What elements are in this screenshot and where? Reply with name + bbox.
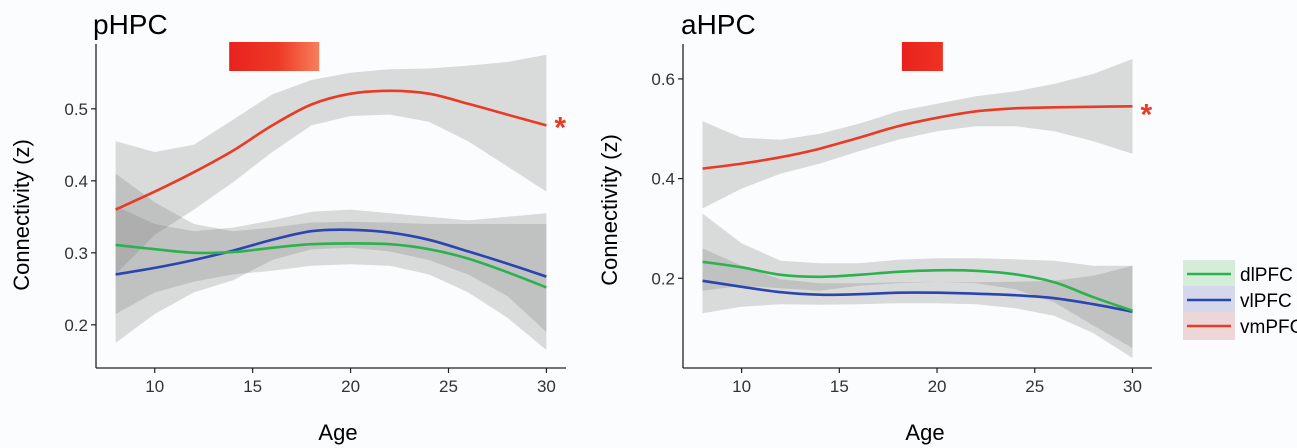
legend-item-vlpfc: vlPFC	[1183, 286, 1292, 314]
x-tick-label: 10	[732, 377, 751, 396]
panel-ahpc: aHPC Connectivity (z) Age * 0.2 0.4 0.6 10 15…	[597, 9, 1152, 445]
legend-label: dlPFC	[1240, 265, 1293, 286]
significance-bar	[229, 42, 320, 71]
significance-bar	[901, 42, 943, 71]
x-axis-title: Age	[905, 420, 944, 445]
panel-title: aHPC	[681, 9, 756, 40]
y-tick-label: 0.4	[651, 170, 675, 189]
series-line-vmpfc	[702, 105, 1133, 170]
plot-area	[702, 59, 1133, 358]
ci-band-dlpfc	[702, 213, 1133, 349]
y-tick-label: 0.3	[64, 244, 88, 263]
x-axis-title: Age	[318, 420, 357, 445]
y-tick-label: 0.2	[651, 269, 675, 288]
legend-label: vmPFC	[1240, 317, 1297, 338]
series-line-vmpfc	[115, 89, 547, 211]
x-tick-label: 10	[145, 377, 164, 396]
significance-star: *	[554, 111, 566, 144]
legend: dlPFC vlPFC vmPFC	[1183, 260, 1297, 340]
significance-star: *	[1140, 98, 1152, 131]
y-tick-label: 0.5	[64, 100, 88, 119]
ci-band-dlpfc	[115, 173, 547, 350]
x-tick-label: 25	[1025, 377, 1044, 396]
y-tick-label: 0.6	[651, 70, 675, 89]
series-line-dlpfc	[702, 260, 1133, 312]
x-tick-label: 30	[537, 377, 556, 396]
y-tick-label: 0.2	[64, 316, 88, 335]
y-axis-title: Connectivity (z)	[9, 139, 34, 291]
x-tick-label: 20	[341, 377, 360, 396]
legend-label: vlPFC	[1240, 291, 1292, 312]
x-tick-label: 15	[830, 377, 849, 396]
x-tick-label: 30	[1123, 377, 1142, 396]
ci-band-vmpfc	[702, 59, 1133, 209]
ci-band-vmpfc	[115, 54, 547, 275]
ci-band-vlpfc	[115, 206, 547, 343]
y-axis-title: Connectivity (z)	[597, 134, 622, 286]
legend-item-dlpfc: dlPFC	[1183, 260, 1293, 288]
x-tick-label: 25	[439, 377, 458, 396]
plot-area	[115, 54, 547, 350]
x-tick-label: 20	[928, 377, 947, 396]
series-line-vlpfc	[115, 228, 547, 278]
ci-band-vlpfc	[702, 248, 1133, 358]
series-line-vlpfc	[702, 279, 1133, 313]
series-line-dlpfc	[115, 242, 547, 289]
legend-item-vmpfc: vmPFC	[1183, 312, 1297, 340]
panel-title: pHPC	[93, 9, 168, 40]
panel-phpc: pHPC Connectivity (z) Age * 0.2 0.3 0.4 0.5 1…	[9, 9, 566, 445]
x-tick-label: 15	[243, 377, 262, 396]
y-tick-label: 0.4	[64, 172, 88, 191]
